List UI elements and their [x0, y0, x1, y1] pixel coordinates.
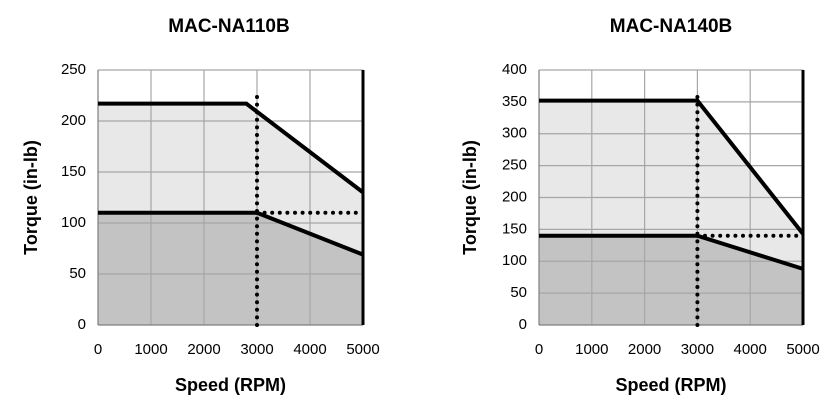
y-tick-label: 300 — [502, 125, 527, 142]
intermittent-torque-line — [98, 101, 365, 194]
continuous-region — [539, 235, 803, 325]
continuous-torque-line — [98, 210, 364, 257]
x-tick-label: 0 — [94, 341, 102, 358]
y-tick-label: 200 — [502, 188, 527, 205]
x-tick-label: 4000 — [734, 341, 767, 358]
y-tick-label: 150 — [61, 163, 86, 180]
y-tick-label: 400 — [502, 61, 527, 78]
y-tick-label: 200 — [61, 112, 86, 129]
y-tick-label: 0 — [78, 316, 86, 333]
chart-1: MAC-NA110B 0 50 100 150 200 250 0 1000 2000 3000 40… — [21, 16, 380, 395]
x-tick-label: 5000 — [786, 341, 819, 358]
x-tick-label: 3000 — [681, 341, 714, 358]
y-tick-label: 50 — [510, 284, 527, 301]
x-tick-label: 2000 — [187, 341, 220, 358]
y-tick-label: 100 — [502, 252, 527, 269]
y-axis-label: Torque (in-lb) — [21, 140, 41, 255]
x-tick-label: 1000 — [134, 341, 167, 358]
x-tick-label: 4000 — [293, 341, 326, 358]
x-tick-label: 3000 — [240, 341, 273, 358]
chart-title: MAC-NA110B — [168, 16, 289, 37]
x-axis-label: Speed (RPM) — [615, 375, 726, 395]
continuous-region — [98, 212, 363, 325]
y-tick-label: 350 — [502, 93, 527, 110]
y-tick-label: 250 — [502, 157, 527, 174]
y-axis-label: Torque (in-lb) — [460, 140, 480, 255]
y-tick-label: 100 — [61, 214, 86, 231]
continuous-torque-line — [539, 233, 804, 271]
x-tick-label: 2000 — [628, 341, 661, 358]
intermittent-torque-line — [539, 98, 805, 236]
x-tick-label: 0 — [535, 341, 543, 358]
chart-title: MAC-NA140B — [610, 16, 732, 37]
y-tick-label: 50 — [69, 265, 86, 282]
x-tick-label: 1000 — [575, 341, 608, 358]
y-tick-label: 150 — [502, 220, 527, 237]
x-axis-label: Speed (RPM) — [175, 375, 286, 395]
x-tick-label: 5000 — [346, 341, 379, 358]
y-tick-label: 0 — [519, 316, 527, 333]
y-tick-label: 250 — [61, 61, 86, 78]
